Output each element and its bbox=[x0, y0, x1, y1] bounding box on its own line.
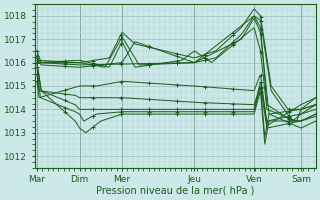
X-axis label: Pression niveau de la mer( hPa ): Pression niveau de la mer( hPa ) bbox=[96, 186, 254, 196]
